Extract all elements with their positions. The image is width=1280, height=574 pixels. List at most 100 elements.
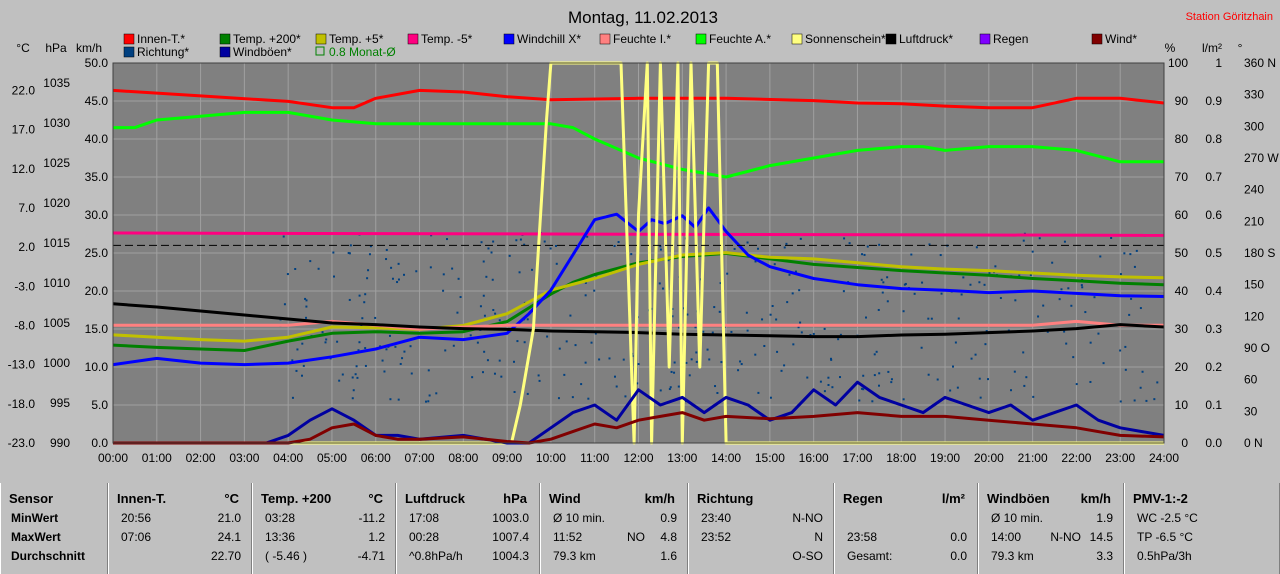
left-axis-tick: 30.0 bbox=[85, 208, 109, 222]
wind-direction-point bbox=[409, 345, 412, 348]
wind-direction-point bbox=[1065, 342, 1068, 345]
wind-direction-point bbox=[636, 382, 639, 385]
legend-label: Temp. +200* bbox=[233, 32, 301, 46]
wind-direction-point bbox=[866, 245, 869, 248]
legend-swatch bbox=[979, 33, 991, 45]
wind-direction-point bbox=[354, 373, 357, 376]
right-axis-unit: l/m² bbox=[1202, 41, 1222, 55]
wind-direction-point bbox=[456, 311, 459, 314]
legend-swatch bbox=[315, 33, 327, 45]
wind-direction-point bbox=[483, 314, 486, 317]
wind-direction-point bbox=[1089, 380, 1092, 383]
wind-direction-point bbox=[969, 283, 972, 286]
wind-direction-point bbox=[555, 262, 558, 265]
summary-column: Wind km/h Ø 10 min. 0.9 11:52 NO 4.8 79.3 km 1.6 bbox=[540, 483, 688, 574]
x-tick-label: 21:00 bbox=[1018, 451, 1048, 465]
wind-direction-point bbox=[537, 374, 540, 377]
cell-value: 14.5 bbox=[1089, 530, 1113, 544]
wind-direction-point bbox=[1032, 395, 1035, 398]
wind-direction-point bbox=[624, 395, 627, 398]
wind-direction-point bbox=[613, 244, 616, 247]
wind-direction-point bbox=[563, 373, 566, 376]
wind-direction-point bbox=[492, 308, 495, 311]
right-axis-tick: 100 bbox=[1168, 56, 1188, 70]
wind-direction-point bbox=[658, 282, 661, 285]
wind-direction-point bbox=[936, 378, 939, 381]
wind-direction-point bbox=[983, 283, 986, 286]
cell-value: 1007.4 bbox=[492, 530, 529, 544]
wind-direction-point bbox=[309, 260, 312, 263]
wind-direction-point bbox=[708, 358, 711, 361]
wind-direction-point bbox=[1025, 376, 1028, 379]
right-axis-tick: 270 W bbox=[1244, 151, 1279, 165]
legend-label: Sonnenschein* bbox=[805, 32, 886, 46]
cell-value: 24.1 bbox=[217, 530, 241, 544]
wind-direction-point bbox=[403, 350, 406, 353]
wind-direction-point bbox=[694, 326, 697, 329]
wind-direction-point bbox=[861, 253, 864, 256]
legend-swatch bbox=[599, 33, 611, 45]
wind-direction-point bbox=[338, 379, 341, 382]
wind-direction-point bbox=[671, 307, 674, 310]
wind-direction-point bbox=[325, 338, 328, 341]
wind-direction-point bbox=[1014, 299, 1017, 302]
left-axis-tick: 1030 bbox=[43, 116, 70, 130]
wind-direction-point bbox=[1089, 341, 1092, 344]
wind-direction-point bbox=[823, 327, 826, 330]
wind-direction-point bbox=[960, 293, 963, 296]
wind-direction-point bbox=[571, 396, 574, 399]
wind-direction-point bbox=[471, 376, 474, 379]
wind-direction-point bbox=[305, 316, 308, 319]
wind-direction-point bbox=[659, 245, 662, 248]
wind-direction-point bbox=[1084, 311, 1087, 314]
wind-direction-point bbox=[352, 389, 355, 392]
right-axis-tick: 0.2 bbox=[1205, 360, 1222, 374]
right-axis-tick: 0.7 bbox=[1205, 170, 1222, 184]
wind-direction-point bbox=[399, 362, 402, 365]
wind-direction-point bbox=[746, 241, 749, 244]
wind-direction-point bbox=[391, 277, 394, 280]
x-tick-label: 06:00 bbox=[361, 451, 391, 465]
wind-direction-point bbox=[1063, 240, 1066, 243]
cell-label: ( -5.46 ) bbox=[265, 549, 308, 563]
wind-direction-point bbox=[791, 292, 794, 295]
wind-direction-point bbox=[457, 277, 460, 280]
left-axis-tick: 50.0 bbox=[85, 56, 109, 70]
wind-direction-point bbox=[902, 398, 905, 401]
legend-swatch bbox=[695, 33, 707, 45]
cell-direction: NO bbox=[627, 530, 645, 544]
wind-direction-point bbox=[812, 332, 815, 335]
series-line bbox=[113, 319, 1164, 331]
cell-label: 00:28 bbox=[409, 530, 440, 544]
wind-direction-point bbox=[1080, 284, 1083, 287]
wind-direction-point bbox=[493, 372, 496, 375]
series-line bbox=[113, 110, 1164, 179]
wind-direction-point bbox=[363, 301, 366, 304]
left-axis-tick: 22.0 bbox=[12, 83, 36, 97]
wind-direction-point bbox=[927, 373, 930, 376]
wind-direction-point bbox=[348, 298, 351, 301]
legend-label: Temp. +5* bbox=[329, 32, 384, 46]
cell-label: MinWert bbox=[11, 511, 59, 525]
wind-direction-point bbox=[427, 369, 430, 372]
wind-direction-point bbox=[358, 294, 361, 297]
wind-direction-point bbox=[737, 369, 740, 372]
wind-direction-point bbox=[904, 282, 907, 285]
wind-direction-point bbox=[1031, 250, 1034, 253]
wind-direction-point bbox=[1119, 273, 1122, 276]
wind-direction-point bbox=[1022, 351, 1025, 354]
wind-direction-point bbox=[341, 373, 344, 376]
wind-direction-point bbox=[446, 238, 449, 241]
wind-direction-point bbox=[283, 303, 286, 306]
legend-label: Regen bbox=[993, 32, 1028, 46]
cell-label: 14:00 bbox=[991, 530, 1022, 544]
wind-direction-point bbox=[364, 347, 367, 350]
wind-direction-point bbox=[878, 384, 881, 387]
legend-swatch bbox=[1091, 33, 1103, 45]
wind-direction-point bbox=[396, 281, 399, 284]
x-tick-label: 02:00 bbox=[186, 451, 216, 465]
column-header: Richtung bbox=[697, 491, 754, 506]
wind-direction-point bbox=[492, 240, 495, 243]
wind-direction-point bbox=[355, 365, 358, 368]
summary-column: Innen-T. °C 20:56 21.0 07:06 24.1 22.70 bbox=[108, 483, 252, 574]
